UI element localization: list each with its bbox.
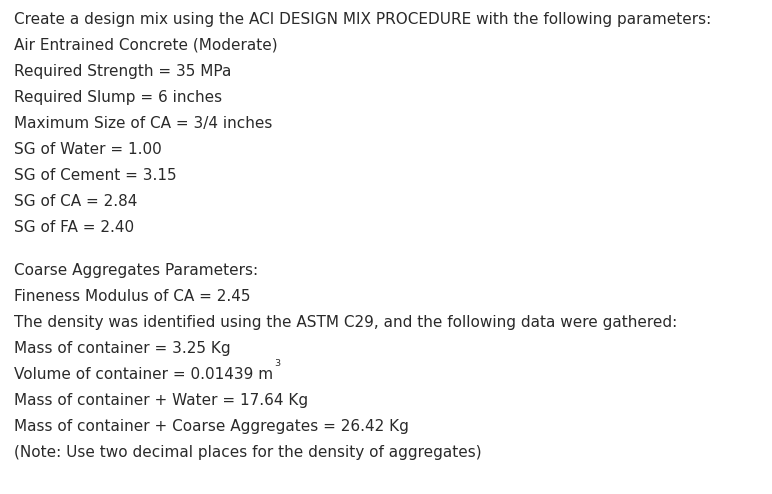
Text: (Note: Use two decimal places for the density of aggregates): (Note: Use two decimal places for the de… [14,445,482,460]
Text: Required Slump = 6 inches: Required Slump = 6 inches [14,90,222,105]
Text: Mass of container = 3.25 Kg: Mass of container = 3.25 Kg [14,341,231,356]
Text: Air Entrained Concrete (Moderate): Air Entrained Concrete (Moderate) [14,38,278,53]
Text: Coarse Aggregates Parameters:: Coarse Aggregates Parameters: [14,263,258,278]
Text: SG of FA = 2.40: SG of FA = 2.40 [14,220,134,235]
Text: 3: 3 [274,359,280,368]
Text: Required Strength = 35 MPa: Required Strength = 35 MPa [14,64,232,79]
Text: Create a design mix using the ACI DESIGN MIX PROCEDURE with the following parame: Create a design mix using the ACI DESIGN… [14,12,711,27]
Text: SG of CA = 2.84: SG of CA = 2.84 [14,194,137,209]
Text: Mass of container + Coarse Aggregates = 26.42 Kg: Mass of container + Coarse Aggregates = … [14,419,409,434]
Text: Maximum Size of CA = 3/4 inches: Maximum Size of CA = 3/4 inches [14,116,273,131]
Text: SG of Cement = 3.15: SG of Cement = 3.15 [14,168,177,183]
Text: Fineness Modulus of CA = 2.45: Fineness Modulus of CA = 2.45 [14,289,250,304]
Text: Mass of container + Water = 17.64 Kg: Mass of container + Water = 17.64 Kg [14,393,308,408]
Text: The density was identified using the ASTM C29, and the following data were gathe: The density was identified using the AST… [14,315,677,330]
Text: Volume of container = 0.01439 m: Volume of container = 0.01439 m [14,367,273,382]
Text: SG of Water = 1.00: SG of Water = 1.00 [14,142,162,157]
